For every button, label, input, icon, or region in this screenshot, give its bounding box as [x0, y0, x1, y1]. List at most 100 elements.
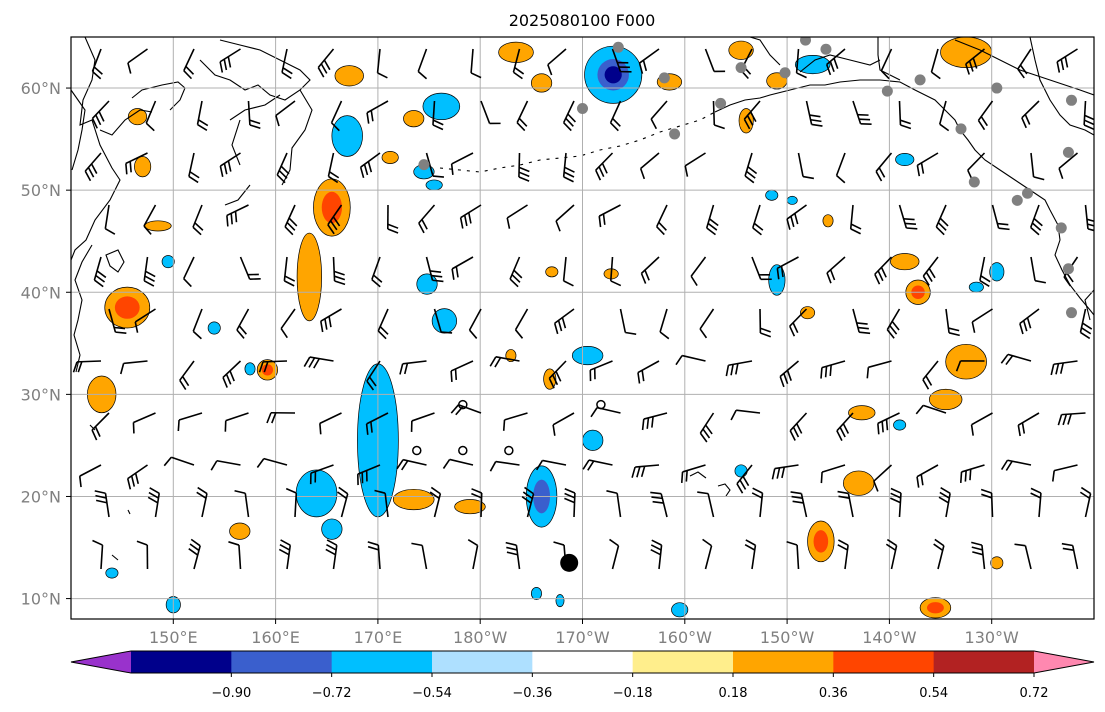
barb-feather: [330, 122, 340, 132]
barb-feather: [326, 544, 337, 551]
wind-barb: [143, 204, 157, 235]
station-dot: [669, 128, 681, 140]
barb-feather: [780, 265, 784, 278]
lon-tick-label: 150°W: [760, 628, 815, 647]
station-dot: [658, 72, 670, 84]
barb-staff: [659, 308, 668, 333]
positive-core: [321, 191, 342, 224]
barb-feather: [145, 270, 156, 278]
negative-contour: [531, 586, 542, 600]
barb-feather: [219, 165, 224, 178]
barb-feather: [192, 330, 202, 340]
barb-feather: [1066, 272, 1074, 283]
barb-feather: [809, 114, 821, 118]
barb-feather: [284, 275, 296, 282]
barb-staff: [134, 308, 156, 323]
wind-barb: [512, 48, 525, 80]
wind-barbs: [72, 48, 1094, 570]
barb-feather: [820, 367, 823, 379]
barb-feather: [760, 332, 772, 338]
barb-feather: [1059, 362, 1065, 374]
barb-feather: [513, 71, 523, 80]
negative-contour: [765, 189, 779, 201]
station-dot: [914, 74, 926, 86]
barb-feather: [638, 62, 644, 74]
barb-feather: [920, 162, 925, 174]
wind-barb: [650, 539, 663, 570]
barb-feather: [522, 491, 533, 500]
barb-staff: [796, 544, 800, 570]
barb-feather: [889, 325, 898, 335]
barb-feather: [690, 275, 698, 286]
wind-barb: [886, 308, 901, 339]
wind-barb: [595, 152, 614, 181]
barb-feather: [370, 110, 374, 122]
barb-feather: [792, 500, 804, 504]
barb-feather: [1000, 459, 1009, 470]
barb-feather: [650, 118, 658, 130]
barb-staff: [1024, 545, 1032, 570]
barb-feather: [920, 474, 924, 486]
station-dot: [820, 43, 832, 55]
barb-feather: [280, 328, 288, 339]
map-content: [71, 37, 1094, 619]
barb-feather: [906, 227, 918, 230]
barb-feather: [885, 543, 897, 551]
barb-feather: [450, 163, 454, 175]
barb-staff: [468, 308, 482, 331]
positive-core: [114, 296, 140, 319]
barb-feather: [127, 62, 132, 74]
barb-feather: [563, 176, 574, 183]
barb-feather: [656, 226, 665, 236]
barb-feather: [372, 274, 383, 283]
barb-feather: [1026, 317, 1032, 329]
barb-staff: [417, 48, 428, 72]
barb-feather: [749, 111, 757, 122]
positive-contour: [800, 306, 816, 320]
barb-feather: [219, 61, 224, 73]
barb-feather: [1081, 327, 1092, 335]
positive-contour: [403, 110, 425, 128]
station-dot: [1062, 263, 1074, 275]
barb-feather: [1056, 61, 1061, 73]
colorbar-tick-label: −0.72: [312, 686, 352, 701]
barb-feather: [429, 491, 440, 500]
barb-feather: [1031, 222, 1042, 231]
barb-feather: [836, 430, 843, 441]
lon-tick-label: 150°E: [149, 628, 198, 647]
barb-feather: [432, 124, 444, 131]
wind-barb: [226, 204, 249, 227]
wind-barb: [136, 540, 149, 570]
barb-feather: [1019, 323, 1024, 335]
wind-barb: [562, 256, 574, 287]
barb-feather: [489, 356, 497, 367]
barb-feather: [877, 423, 880, 435]
wind-barb: [374, 489, 389, 518]
barb-feather: [880, 267, 887, 278]
wind-barb: [752, 204, 764, 236]
barb-staff: [145, 100, 157, 124]
barb-feather: [367, 545, 379, 551]
barb-feather: [743, 118, 751, 130]
barb-feather: [1050, 364, 1055, 376]
wind-barb: [196, 486, 208, 518]
barb-feather: [451, 268, 455, 280]
wind-barb: [938, 100, 950, 132]
barb-feather: [890, 487, 902, 494]
barb-feather: [144, 275, 155, 282]
wind-barb: [459, 204, 482, 229]
wind-barb: [639, 152, 660, 180]
barb-feather: [1024, 114, 1031, 125]
barb-feather: [513, 269, 523, 279]
wind-barb: [852, 100, 872, 126]
wind-barb: [795, 48, 807, 79]
barb-feather: [87, 167, 95, 178]
colorbar-segment: [231, 651, 333, 673]
wind-barb: [702, 538, 713, 570]
barb-feather: [506, 217, 511, 229]
barb-feather: [842, 423, 850, 434]
wind-barb: [119, 360, 148, 375]
wind-barb: [898, 204, 918, 230]
barb-feather: [980, 488, 992, 494]
barb-feather: [735, 363, 739, 375]
